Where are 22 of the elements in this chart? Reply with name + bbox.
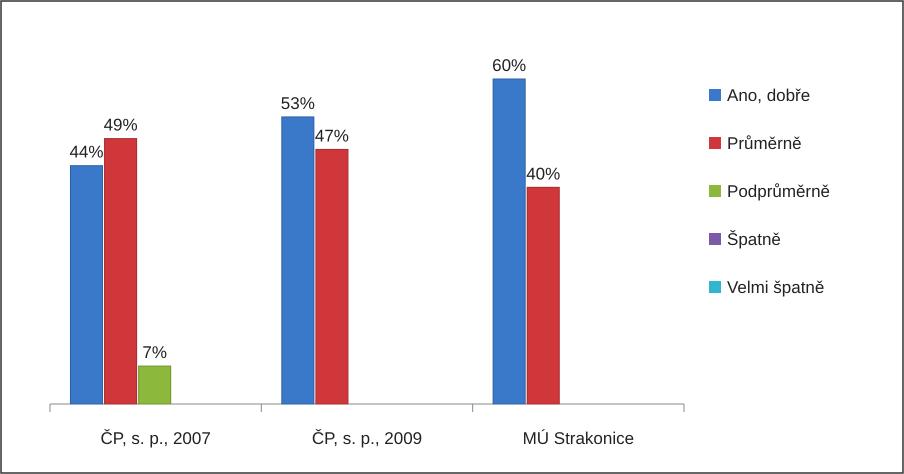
- bar: [70, 165, 104, 404]
- legend-label: Špatně: [727, 230, 781, 249]
- bar: [281, 116, 314, 404]
- bar: [138, 366, 172, 404]
- data-label: 49%: [104, 116, 138, 135]
- bar: [315, 148, 348, 404]
- data-label: 44%: [69, 142, 104, 162]
- data-label: 53%: [280, 94, 315, 113]
- x-tick-label: ČP, s. p., 2009: [312, 429, 422, 448]
- data-label: 40%: [526, 164, 560, 184]
- legend-label: Ano, dobře: [727, 86, 810, 105]
- data-label: 47%: [314, 126, 349, 146]
- x-tick-label: ČP, s. p., 2007: [100, 429, 211, 448]
- x-tick-label: MÚ Strakonice: [522, 429, 634, 448]
- legend-label: Velmi špatně: [727, 278, 824, 297]
- bar: [492, 78, 526, 404]
- data-label: 60%: [492, 56, 526, 75]
- bar: [104, 138, 138, 404]
- bar: [526, 186, 560, 404]
- legend-label: Průměrně: [727, 134, 802, 153]
- data-label: 7%: [142, 343, 167, 362]
- legend-label: Podprůměrně: [727, 182, 830, 201]
